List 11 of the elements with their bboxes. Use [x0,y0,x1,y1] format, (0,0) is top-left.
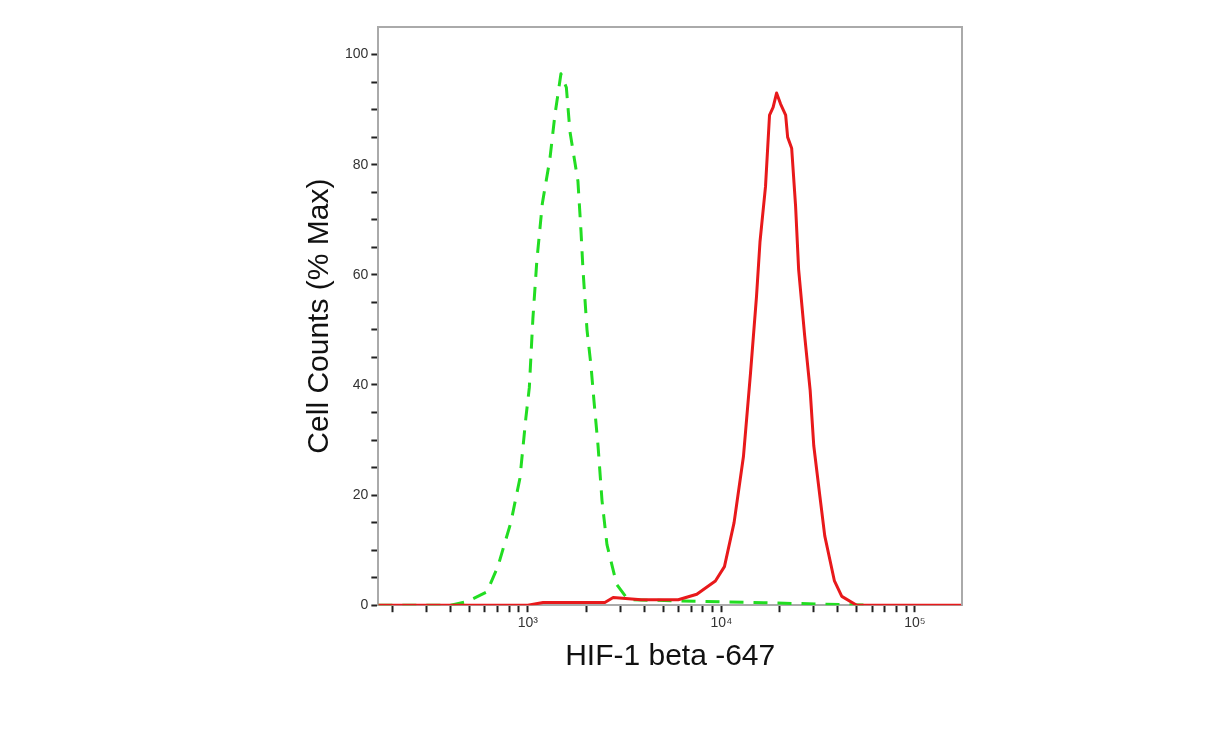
y-tick-label: 100 [345,45,369,62]
y-tick-label: 80 [352,155,369,172]
y-tick-label: 60 [352,265,369,282]
y-tick-label: 0 [360,596,369,613]
y-axis-title: Cell Counts (% Max) [301,178,335,454]
y-tick-label: 20 [352,485,369,502]
x-axis-title: HIF-1 beta -647 [565,638,776,672]
x-tick-label: 10⁵ [904,614,926,631]
y-tick-label: 40 [352,375,369,392]
x-tick-label: 10⁴ [710,614,733,631]
x-tick-label: 10³ [517,614,539,631]
